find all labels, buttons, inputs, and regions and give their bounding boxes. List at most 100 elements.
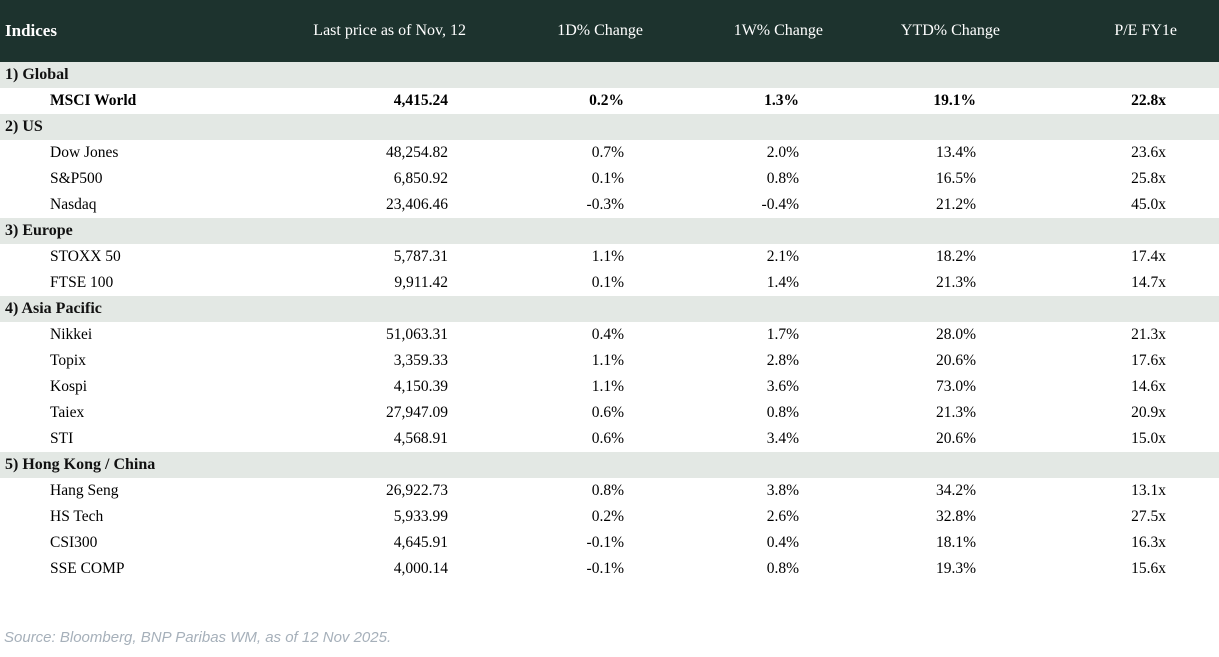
change-ytd-value: 19.3% (935, 560, 976, 577)
change-1w-value: 1.7% (766, 326, 799, 343)
index-row: Nikkei 51,063.31 0.4% 1.7% 28.0% 21.3x (0, 322, 1219, 348)
last-price-value: 4,150.39 (393, 378, 448, 395)
change-ytd-value: 32.8% (935, 508, 976, 525)
change-ytd-value: 28.0% (935, 326, 976, 343)
change-1w-value: 2.0% (766, 144, 799, 161)
change-1d-value: -0.1% (586, 534, 624, 551)
section-label: 5) Hong Kong / China (0, 452, 1219, 478)
last-price-value: 4,645.91 (393, 534, 448, 551)
pe-value: 23.6x (1131, 144, 1166, 161)
table-title: Indices (5, 21, 57, 40)
index-name: STI (50, 430, 74, 447)
row-spacer (1179, 556, 1219, 582)
last-price-value: 6,850.92 (393, 170, 448, 187)
row-spacer (1179, 322, 1219, 348)
change-ytd-value: 21.3% (935, 274, 976, 291)
pe-value: 22.8x (1131, 92, 1166, 109)
index-row: Nasdaq 23,406.46 -0.3% -0.4% 21.2% 45.0x (0, 192, 1219, 218)
pe-value: 15.0x (1131, 430, 1166, 447)
change-1w-value: 0.8% (766, 560, 799, 577)
change-1w-value: 0.8% (766, 170, 799, 187)
section-label: 4) Asia Pacific (0, 296, 1219, 322)
column-header-pe: P/E FY1e (1114, 22, 1177, 39)
change-ytd-value: 18.2% (935, 248, 976, 265)
index-row: STI 4,568.91 0.6% 3.4% 20.6% 15.0x (0, 426, 1219, 452)
pe-value: 14.7x (1131, 274, 1166, 291)
change-ytd-value: 18.1% (935, 534, 976, 551)
last-price-value: 48,254.82 (386, 144, 448, 161)
index-name: FTSE 100 (50, 274, 114, 291)
index-name: S&P500 (50, 170, 103, 187)
change-1d-value: 0.1% (591, 274, 624, 291)
change-1d-value: 0.7% (591, 144, 624, 161)
change-1d-value: 0.6% (591, 404, 624, 421)
change-ytd-value: 20.6% (935, 352, 976, 369)
last-price-value: 51,063.31 (386, 326, 448, 343)
row-spacer (1179, 426, 1219, 452)
index-row: CSI300 4,645.91 -0.1% 0.4% 18.1% 16.3x (0, 530, 1219, 556)
row-spacer (1179, 478, 1219, 504)
change-1d-value: 1.1% (591, 248, 624, 265)
pe-value: 15.6x (1131, 560, 1166, 577)
section-row: 4) Asia Pacific (0, 296, 1219, 322)
section-row: 2) US (0, 114, 1219, 140)
pe-value: 21.3x (1131, 326, 1166, 343)
row-spacer (1179, 140, 1219, 166)
change-1w-value: 3.8% (766, 482, 799, 499)
index-name: Dow Jones (50, 144, 119, 161)
row-spacer (1179, 270, 1219, 296)
index-name: HS Tech (50, 508, 104, 525)
pe-value: 20.9x (1131, 404, 1166, 421)
index-name: Taiex (50, 404, 85, 421)
index-row: Kospi 4,150.39 1.1% 3.6% 73.0% 14.6x (0, 374, 1219, 400)
column-header-1d-change: 1D% Change (557, 22, 643, 39)
row-spacer (1179, 504, 1219, 530)
change-1d-value: 0.4% (591, 326, 624, 343)
change-1d-value: -0.1% (586, 560, 624, 577)
index-name: Nikkei (50, 326, 93, 343)
index-row: Taiex 27,947.09 0.6% 0.8% 21.3% 20.9x (0, 400, 1219, 426)
source-note: Source: Bloomberg, BNP Paribas WM, as of… (4, 629, 392, 646)
change-ytd-value: 20.6% (935, 430, 976, 447)
change-1d-value: 0.8% (591, 482, 624, 499)
change-1d-value: -0.3% (586, 196, 624, 213)
change-1w-value: 0.4% (766, 534, 799, 551)
change-1d-value: 0.1% (591, 170, 624, 187)
section-row: 5) Hong Kong / China (0, 452, 1219, 478)
change-1d-value: 0.2% (589, 92, 624, 109)
change-1w-value: 2.6% (766, 508, 799, 525)
change-1d-value: 1.1% (591, 378, 624, 395)
row-spacer (1179, 166, 1219, 192)
index-row: FTSE 100 9,911.42 0.1% 1.4% 21.3% 14.7x (0, 270, 1219, 296)
change-1w-value: 3.6% (766, 378, 799, 395)
change-1w-value: 2.1% (766, 248, 799, 265)
index-row: Hang Seng 26,922.73 0.8% 3.8% 34.2% 13.1x (0, 478, 1219, 504)
column-header-1w-change: 1W% Change (733, 22, 823, 39)
last-price-value: 5,933.99 (393, 508, 448, 525)
last-price-value: 26,922.73 (386, 482, 448, 499)
last-price-value: 9,911.42 (394, 274, 448, 291)
row-spacer (1179, 530, 1219, 556)
change-1d-value: 1.1% (591, 352, 624, 369)
section-label: 1) Global (0, 62, 1219, 88)
last-price-value: 27,947.09 (386, 404, 448, 421)
indices-table: Indices Last price as of Nov, 12 1D% Cha… (0, 0, 1219, 582)
last-price-value: 4,000.14 (393, 560, 448, 577)
change-ytd-value: 13.4% (935, 144, 976, 161)
pe-value: 16.3x (1131, 534, 1166, 551)
pe-value: 14.6x (1131, 378, 1166, 395)
index-name: MSCI World (50, 92, 137, 109)
index-row: STOXX 50 5,787.31 1.1% 2.1% 18.2% 17.4x (0, 244, 1219, 270)
change-ytd-value: 19.1% (933, 92, 976, 109)
pe-value: 45.0x (1131, 196, 1166, 213)
last-price-value: 4,415.24 (393, 92, 448, 109)
change-1d-value: 0.6% (591, 430, 624, 447)
section-label: 2) US (0, 114, 1219, 140)
row-spacer (1179, 348, 1219, 374)
section-label: 3) Europe (0, 218, 1219, 244)
pe-value: 13.1x (1131, 482, 1166, 499)
section-row: 3) Europe (0, 218, 1219, 244)
row-spacer (1179, 400, 1219, 426)
section-row: 1) Global (0, 62, 1219, 88)
last-price-value: 4,568.91 (393, 430, 448, 447)
